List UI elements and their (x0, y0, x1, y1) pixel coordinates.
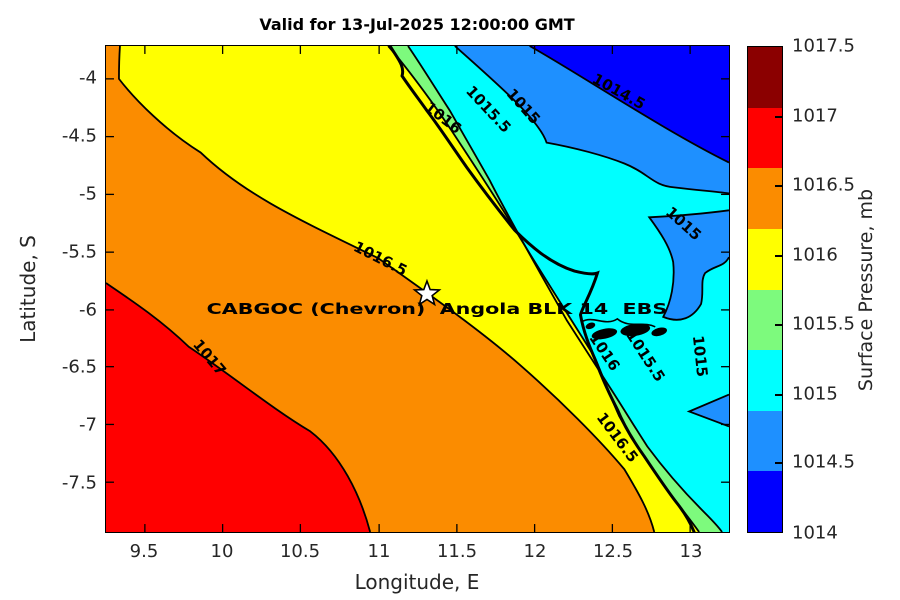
y-tick-label: -5.5 (61, 241, 97, 263)
colorbar-tick-label: 1017.5 (792, 35, 855, 57)
y-tick-label: -7.5 (61, 472, 97, 494)
contour-line-1015 (454, 46, 729, 195)
colorbar-band (748, 168, 782, 229)
x-tick-label: 13 (679, 541, 703, 562)
colorbar-tick-label: 1016 (792, 244, 838, 266)
x-axis-label: Longitude, E (354, 570, 480, 594)
y-tick-label: -4.5 (61, 125, 97, 147)
contour-line-1014.5 (529, 46, 729, 164)
colorbar-tick-mark (775, 185, 782, 187)
y-tick-label: -6.5 (61, 356, 97, 378)
colorbar-tick-mark (775, 255, 782, 257)
x-tick-label: 10 (210, 541, 234, 562)
y-tick-label: -5 (79, 183, 97, 205)
region-blue-band-1014.5-1015 (454, 46, 729, 194)
contour-line-wedge (686, 393, 729, 428)
y-tick-label: -7 (79, 414, 97, 436)
colorbar-band (748, 289, 782, 351)
colorbar (747, 46, 783, 533)
y-axis-label: Latitude, S (16, 235, 40, 343)
estuary-islet (585, 322, 596, 330)
colorbar-band (748, 350, 782, 411)
colorbar-tick-label: 1014 (792, 522, 838, 544)
y-tick-label: -6 (79, 299, 97, 321)
colorbar-axis-label: Surface Pressure, mb (855, 188, 877, 392)
x-tick-label: 12 (523, 541, 547, 562)
station-star-marker (412, 278, 442, 307)
colorbar-tick-label: 1017 (792, 105, 838, 127)
colorbar-band (748, 410, 782, 472)
colorbar-tick-mark (775, 324, 782, 326)
y-tick-label: -4 (79, 67, 97, 89)
x-tick-label: 10.5 (279, 541, 321, 562)
colorbar-tick-label: 1016.5 (792, 174, 855, 196)
x-tick-label: 12.5 (592, 541, 634, 562)
colorbar-band (748, 471, 782, 532)
coastline (388, 46, 696, 532)
x-tick-label: 11.5 (436, 541, 478, 562)
colorbar-tick-label: 1015.5 (792, 313, 855, 335)
estuary-islet (620, 323, 651, 337)
estuary-islet (591, 328, 618, 340)
colorbar-tick-label: 1014.5 (792, 451, 855, 473)
estuary-islet (651, 327, 667, 337)
region-blue-blob-1014.5-1015 (649, 210, 729, 320)
plot-title: Valid for 13-Jul-2025 12:00:00 GMT (259, 15, 575, 34)
colorbar-tick-mark (775, 394, 782, 396)
contour-line-1016.5 (118, 46, 656, 532)
station-label: CABGOC (Chevron) Angola BLK 14 EBS (207, 300, 668, 318)
colorbar-tick-mark (775, 116, 782, 118)
contour-line-1015-blob (647, 209, 729, 321)
contour-line-1015.5 (407, 46, 723, 532)
region-red-above-1017 (106, 283, 371, 532)
colorbar-band (748, 228, 782, 290)
colorbar-bands (748, 47, 782, 532)
region-blue-wedge (689, 394, 729, 427)
x-tick-label: 9.5 (129, 541, 159, 562)
colorbar-band (748, 47, 782, 108)
contour-label: 1015 (689, 335, 711, 378)
x-tick-label: 11 (367, 541, 391, 562)
colorbar-tick-label: 1015 (792, 383, 838, 405)
colorbar-tick-mark (775, 462, 782, 464)
contour-line-1017 (106, 282, 372, 532)
